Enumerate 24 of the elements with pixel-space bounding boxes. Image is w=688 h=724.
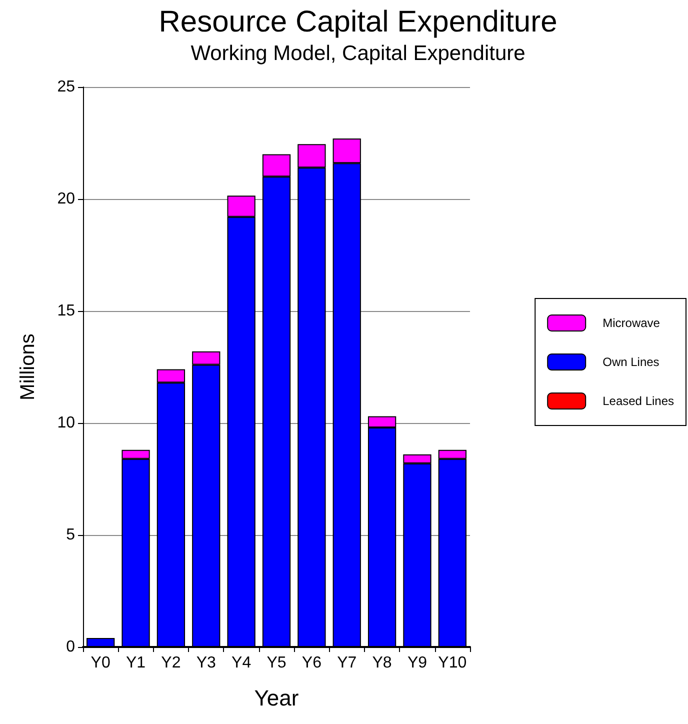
- x-tick-label: Y0: [90, 654, 110, 672]
- x-tick-label: Y4: [232, 654, 252, 672]
- x-tick-label: Y7: [337, 654, 357, 672]
- y-tick-label: 20: [57, 190, 76, 208]
- x-tick-label: Y10: [438, 654, 467, 672]
- x-tick-label: Y9: [407, 654, 428, 672]
- x-tick-label: Y8: [372, 654, 392, 672]
- y-tick-label: 5: [66, 526, 76, 544]
- y-tick-label: 15: [57, 302, 76, 320]
- y-axis-title: Millions: [17, 334, 39, 400]
- chart-title: Resource Capital Expenditure: [158, 6, 558, 38]
- y-tick-label: 25: [57, 78, 76, 96]
- legend-label: Leased Lines: [602, 394, 674, 408]
- legend-label: Microwave: [602, 316, 660, 330]
- x-tick-label: Y5: [266, 654, 286, 672]
- y-tick-label: 0: [66, 638, 76, 656]
- x-axis-title: Year: [254, 686, 299, 710]
- legend-label: Own Lines: [602, 355, 660, 369]
- y-tick-label: 10: [57, 414, 76, 432]
- x-tick-label: Y1: [126, 654, 146, 672]
- x-tick-label: Y2: [161, 654, 181, 672]
- x-tick-label: Y6: [302, 654, 322, 672]
- x-tick-label: Y3: [196, 654, 216, 672]
- chart-subtitle: Working Model, Capital Expenditure: [190, 42, 526, 65]
